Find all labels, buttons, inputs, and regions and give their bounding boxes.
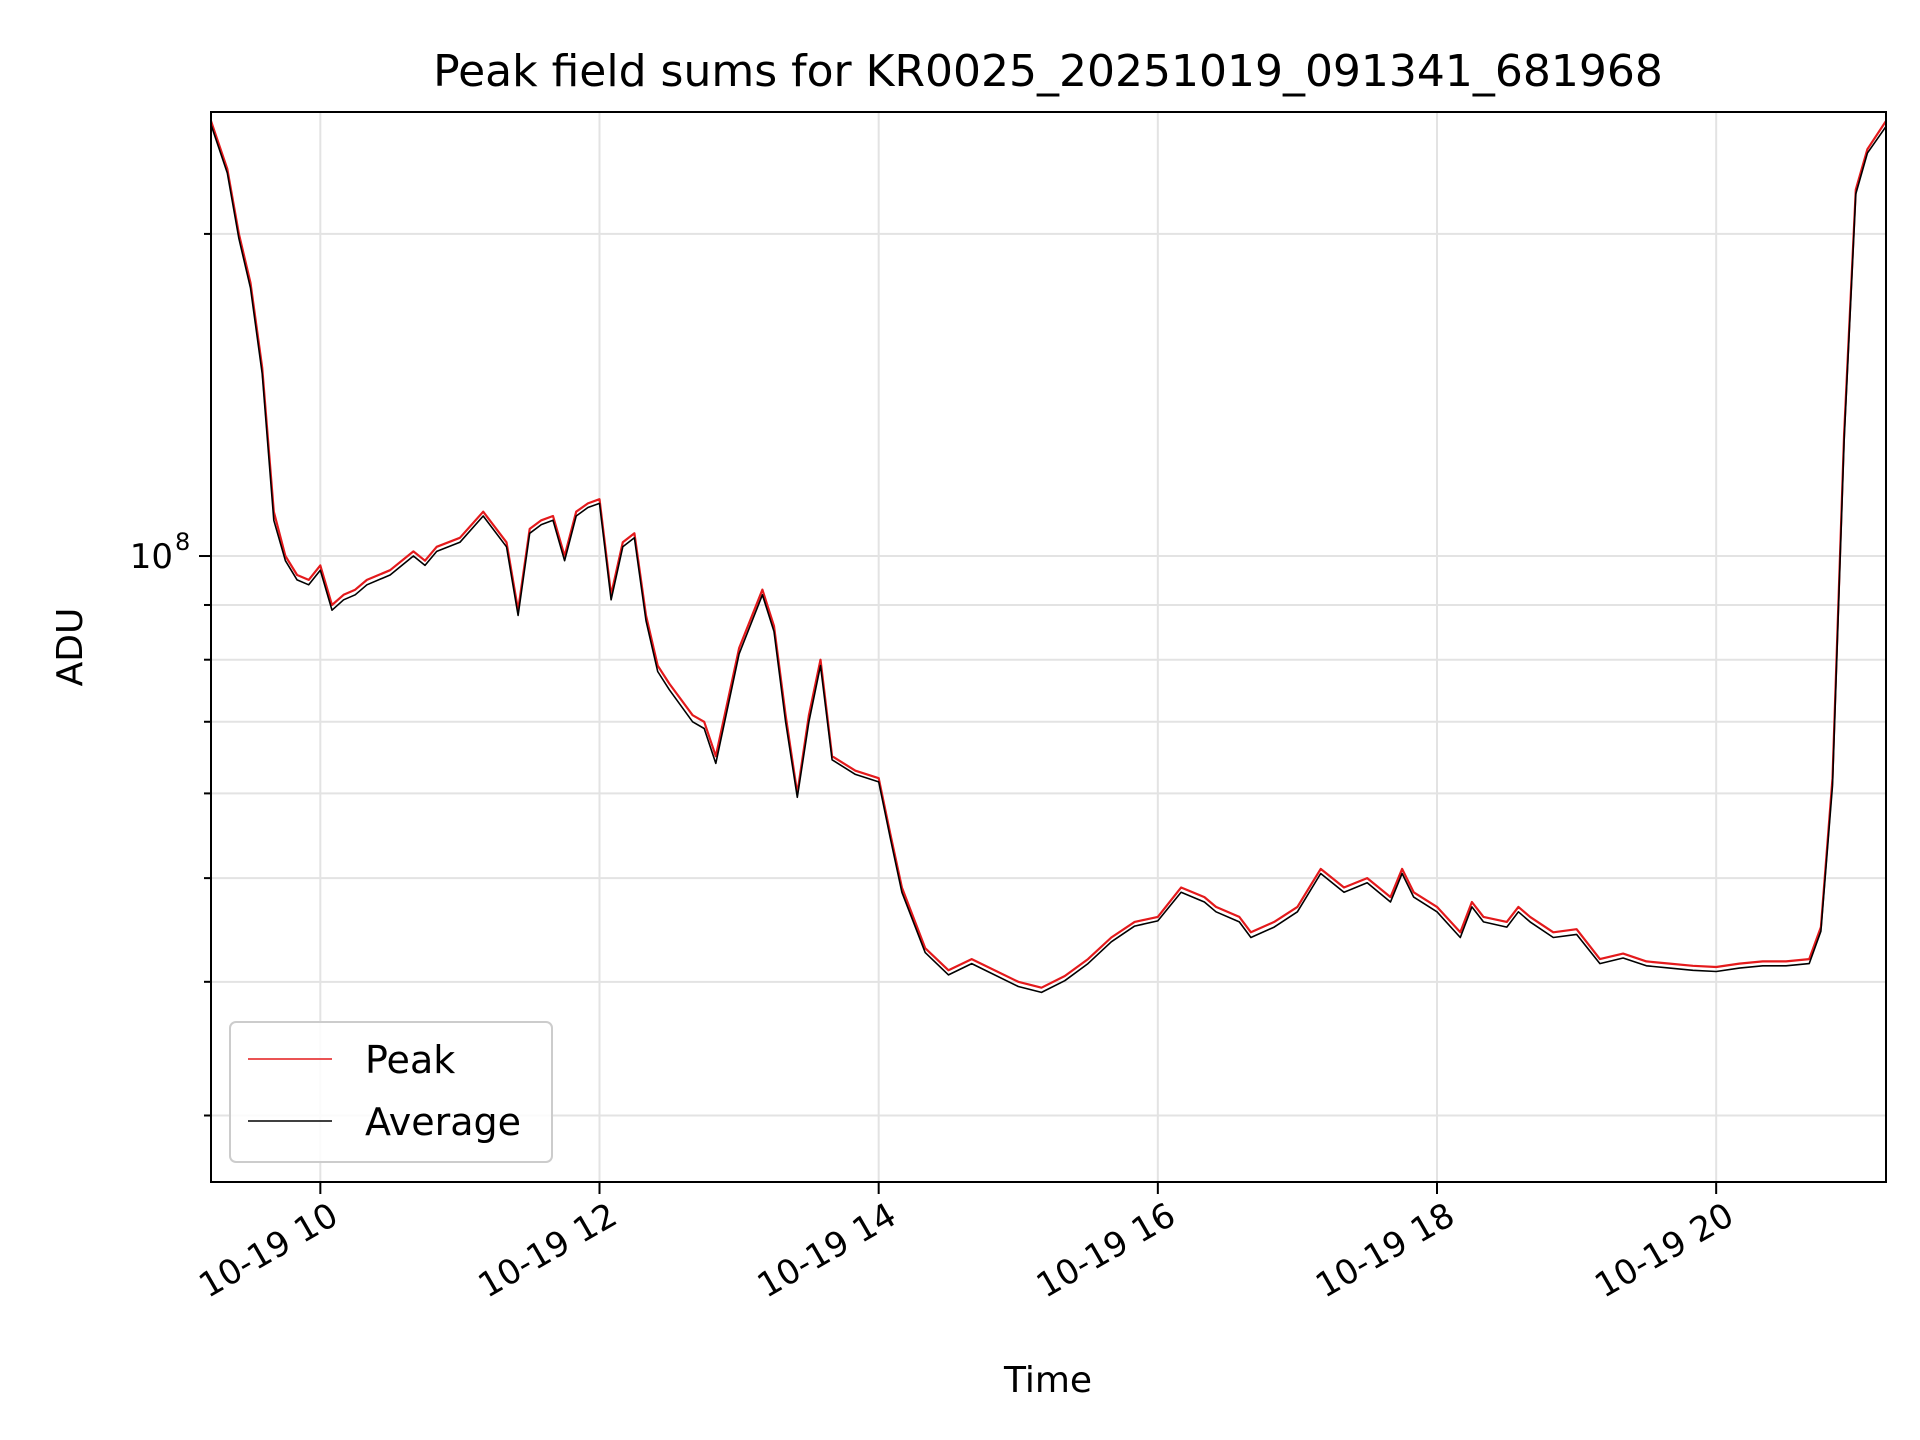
legend-label-peak: Peak	[365, 1038, 455, 1082]
x-tick-label: 10-19 14	[751, 1195, 903, 1306]
x-axis-label: Time	[1003, 1360, 1092, 1401]
x-tick-label: 10-19 10	[192, 1195, 344, 1306]
y-axis-label: ADU	[50, 608, 91, 687]
series-line-average	[210, 124, 1887, 994]
x-tick-label: 10-19 12	[472, 1195, 624, 1306]
x-tick-label: 10-19 20	[1588, 1195, 1740, 1306]
y-axis: 10 8	[130, 232, 211, 1117]
grid	[211, 112, 1886, 1182]
x-tick-label: 10-19 16	[1030, 1195, 1182, 1306]
y-tick-exponent: 8	[175, 528, 190, 556]
plot-frame	[210, 111, 1887, 1183]
series-line-peak	[209, 120, 1887, 989]
legend-box	[229, 1021, 553, 1163]
y-tick-label: 10	[130, 537, 173, 577]
legend: Peak Average	[229, 1021, 553, 1163]
legend-label-average: Average	[365, 1100, 521, 1144]
plot-lines	[209, 120, 1887, 994]
x-tick-label: 10-19 18	[1309, 1195, 1461, 1306]
x-axis: 10-19 10 10-19 12 10-19 14 10-19 16 10-19 18…	[192, 1182, 1741, 1306]
chart-title: Peak field sums for KR0025_20251019_0913…	[433, 46, 1663, 97]
